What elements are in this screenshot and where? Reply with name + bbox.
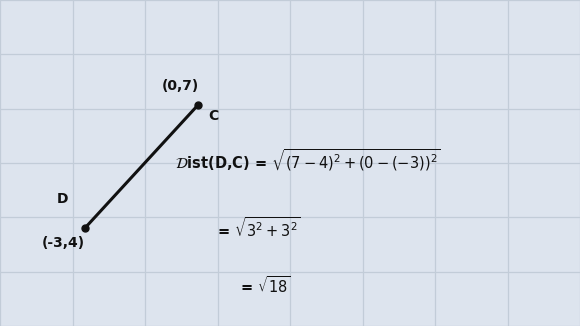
Text: (0,7): (0,7) bbox=[161, 79, 198, 93]
Text: (-3,4): (-3,4) bbox=[41, 236, 85, 250]
Text: = $\sqrt{18}$: = $\sqrt{18}$ bbox=[240, 274, 291, 295]
Text: $\mathcal{D}$ist(D,C) = $\sqrt{(7-4)^2+(0-(-3))^2}$: $\mathcal{D}$ist(D,C) = $\sqrt{(7-4)^2+(… bbox=[175, 147, 441, 173]
Text: D: D bbox=[57, 192, 69, 206]
Text: C: C bbox=[208, 109, 218, 123]
Text: = $\sqrt{3^2+3^2}$: = $\sqrt{3^2+3^2}$ bbox=[217, 216, 301, 240]
